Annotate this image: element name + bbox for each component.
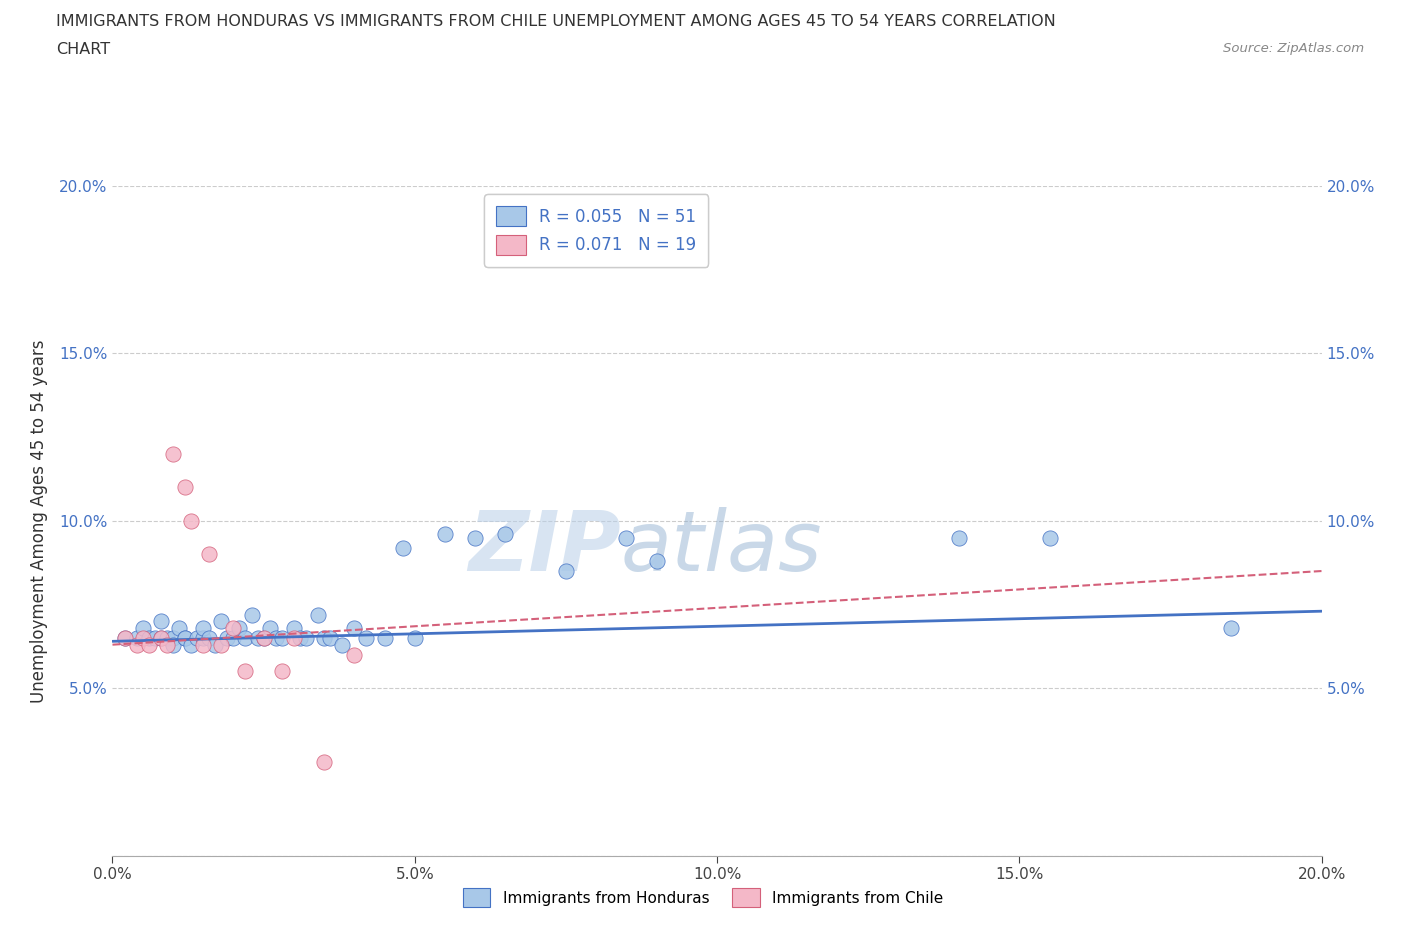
- Point: [228, 620, 250, 635]
- Point: [330, 637, 353, 652]
- Point: [125, 631, 148, 645]
- Point: [174, 631, 197, 645]
- Point: [162, 631, 184, 645]
- Point: [1220, 620, 1243, 635]
- Point: [162, 446, 184, 461]
- Point: [180, 513, 202, 528]
- Point: [174, 631, 197, 645]
- Point: [1038, 530, 1062, 545]
- Text: atlas: atlas: [620, 507, 823, 588]
- Point: [156, 637, 179, 652]
- Text: IMMIGRANTS FROM HONDURAS VS IMMIGRANTS FROM CHILE UNEMPLOYMENT AMONG AGES 45 TO : IMMIGRANTS FROM HONDURAS VS IMMIGRANTS F…: [56, 14, 1056, 29]
- Point: [174, 480, 197, 495]
- Point: [209, 614, 232, 629]
- Point: [138, 631, 160, 645]
- Point: [149, 631, 172, 645]
- Point: [143, 631, 166, 645]
- Point: [240, 607, 263, 622]
- Point: [356, 631, 378, 645]
- Point: [554, 564, 576, 578]
- Point: [191, 620, 214, 635]
- Point: [319, 631, 342, 645]
- Point: [246, 631, 269, 645]
- Point: [253, 631, 276, 645]
- Point: [948, 530, 970, 545]
- Point: [343, 620, 366, 635]
- Point: [645, 553, 668, 568]
- Point: [198, 547, 221, 562]
- Point: [149, 614, 172, 629]
- Point: [314, 754, 336, 769]
- Point: [264, 631, 287, 645]
- Point: [162, 637, 184, 652]
- Legend: Immigrants from Honduras, Immigrants from Chile: Immigrants from Honduras, Immigrants fro…: [457, 883, 949, 913]
- Point: [307, 607, 329, 622]
- Point: [167, 620, 190, 635]
- Legend: R = 0.055   N = 51, R = 0.071   N = 19: R = 0.055 N = 51, R = 0.071 N = 19: [484, 194, 709, 267]
- Point: [156, 631, 179, 645]
- Point: [204, 637, 226, 652]
- Point: [295, 631, 318, 645]
- Point: [404, 631, 426, 645]
- Point: [314, 631, 336, 645]
- Point: [235, 664, 257, 679]
- Point: [180, 637, 202, 652]
- Point: [283, 631, 305, 645]
- Point: [270, 631, 292, 645]
- Point: [343, 647, 366, 662]
- Point: [433, 526, 456, 541]
- Point: [235, 631, 257, 645]
- Point: [138, 637, 160, 652]
- Point: [222, 620, 245, 635]
- Point: [616, 530, 638, 545]
- Point: [132, 620, 155, 635]
- Point: [186, 631, 208, 645]
- Point: [222, 631, 245, 645]
- Point: [391, 540, 413, 555]
- Point: [270, 664, 292, 679]
- Text: Source: ZipAtlas.com: Source: ZipAtlas.com: [1223, 42, 1364, 55]
- Text: ZIP: ZIP: [468, 507, 620, 588]
- Point: [495, 526, 517, 541]
- Point: [259, 620, 281, 635]
- Point: [198, 631, 221, 645]
- Point: [253, 631, 276, 645]
- Point: [191, 637, 214, 652]
- Point: [283, 620, 305, 635]
- Point: [464, 530, 486, 545]
- Point: [374, 631, 396, 645]
- Point: [288, 631, 311, 645]
- Point: [132, 631, 155, 645]
- Point: [191, 631, 214, 645]
- Point: [149, 631, 172, 645]
- Point: [217, 631, 239, 645]
- Point: [114, 631, 136, 645]
- Point: [209, 637, 232, 652]
- Point: [114, 631, 136, 645]
- Y-axis label: Unemployment Among Ages 45 to 54 years: Unemployment Among Ages 45 to 54 years: [30, 339, 48, 702]
- Text: CHART: CHART: [56, 42, 110, 57]
- Point: [125, 637, 148, 652]
